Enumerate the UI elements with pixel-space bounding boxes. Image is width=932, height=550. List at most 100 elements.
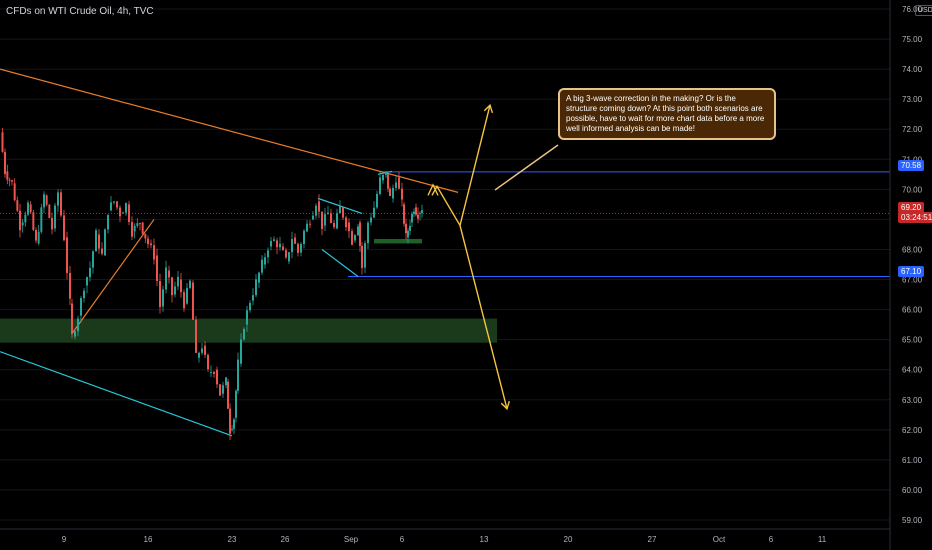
candle-body[interactable]	[333, 222, 335, 228]
candle-body[interactable]	[150, 243, 152, 246]
candle-body[interactable]	[147, 238, 149, 245]
candle-body[interactable]	[11, 180, 13, 182]
candle-body[interactable]	[222, 385, 224, 394]
candle-body[interactable]	[133, 225, 136, 232]
candle-body[interactable]	[385, 171, 387, 175]
candle-body[interactable]	[29, 204, 32, 213]
candle-body[interactable]	[294, 237, 296, 244]
candle-body[interactable]	[409, 225, 411, 231]
candle-body[interactable]	[407, 230, 409, 238]
candle-body[interactable]	[66, 237, 68, 273]
candle-body[interactable]	[89, 267, 91, 278]
candle-body[interactable]	[8, 179, 11, 181]
candle-body[interactable]	[411, 213, 413, 223]
candle-body[interactable]	[162, 289, 164, 307]
candle-body[interactable]	[183, 292, 185, 309]
candle-body[interactable]	[198, 352, 200, 358]
candle-body[interactable]	[315, 205, 317, 216]
candle-body[interactable]	[119, 207, 121, 217]
candle-body[interactable]	[219, 384, 221, 396]
candle-body[interactable]	[419, 213, 421, 215]
candle-body[interactable]	[104, 229, 106, 256]
symbol-label[interactable]: CFDs on WTI Crude Oil, 4h, TVC	[6, 6, 154, 17]
candle-body[interactable]	[233, 419, 235, 429]
candle-body[interactable]	[421, 210, 423, 214]
candle-body[interactable]	[336, 213, 338, 229]
candle-body[interactable]	[107, 214, 109, 230]
candle-body[interactable]	[348, 222, 350, 232]
candle-body[interactable]	[101, 248, 103, 254]
candle-body[interactable]	[40, 207, 43, 232]
candle-body[interactable]	[403, 204, 405, 224]
candle-body[interactable]	[321, 211, 323, 229]
candle-body[interactable]	[60, 192, 62, 216]
candle-body[interactable]	[389, 188, 391, 197]
candle-body[interactable]	[210, 372, 212, 374]
candle-body[interactable]	[261, 259, 263, 273]
candle-body[interactable]	[387, 174, 389, 189]
candle-body[interactable]	[98, 234, 100, 249]
candle-body[interactable]	[77, 318, 79, 332]
candle-body[interactable]	[225, 377, 227, 386]
candle-body[interactable]	[288, 252, 290, 262]
candle-body[interactable]	[144, 233, 147, 239]
candle-body[interactable]	[86, 277, 88, 286]
candle-body[interactable]	[113, 201, 115, 203]
candle-body[interactable]	[364, 243, 366, 268]
candle-body[interactable]	[392, 187, 394, 199]
candle-body[interactable]	[153, 245, 155, 260]
candle-body[interactable]	[306, 223, 308, 232]
candle-body[interactable]	[303, 230, 305, 244]
candle-body[interactable]	[339, 205, 341, 214]
candle-body[interactable]	[24, 214, 27, 223]
candle-body[interactable]	[71, 303, 73, 335]
candle-body[interactable]	[415, 207, 417, 215]
candle-body[interactable]	[122, 212, 124, 214]
candle-body[interactable]	[131, 222, 133, 237]
price-axis[interactable]: 59.00 60.00 61.00 62.00 63.00 64.00 65.00 66.00…	[902, 5, 923, 525]
candle-body[interactable]	[116, 201, 118, 208]
candle-body[interactable]	[312, 215, 314, 220]
candle-body[interactable]	[237, 359, 239, 391]
candle-body[interactable]	[417, 214, 419, 219]
candle-body[interactable]	[48, 204, 51, 218]
candle-body[interactable]	[128, 204, 130, 223]
candle-body[interactable]	[16, 200, 19, 211]
candle-body[interactable]	[285, 250, 287, 258]
candle-body[interactable]	[240, 339, 242, 364]
candle-body[interactable]	[213, 372, 215, 375]
candle-body[interactable]	[35, 229, 37, 241]
candle-body[interactable]	[264, 257, 266, 265]
candle-body[interactable]	[189, 280, 191, 288]
candle-body[interactable]	[342, 207, 344, 218]
candle-body[interactable]	[168, 270, 170, 278]
candle-body[interactable]	[139, 223, 141, 225]
candle-body[interactable]	[370, 217, 372, 223]
candle-body[interactable]	[174, 286, 176, 295]
candle-body[interactable]	[45, 195, 48, 205]
candle-body[interactable]	[351, 231, 353, 245]
candle-body[interactable]	[327, 212, 329, 215]
candle-body[interactable]	[246, 310, 248, 325]
candle-body[interactable]	[413, 211, 415, 214]
candle-body[interactable]	[21, 222, 24, 226]
time-axis[interactable]: 9 16 23 26 Sep 6 13 20 27 Oct 6 11	[62, 535, 827, 544]
candle-body[interactable]	[216, 369, 218, 385]
candle-body[interactable]	[141, 222, 144, 234]
candle-body[interactable]	[235, 390, 237, 418]
candle-body[interactable]	[192, 282, 194, 320]
candle-body[interactable]	[125, 203, 127, 213]
candle-body[interactable]	[156, 255, 158, 282]
candle-body[interactable]	[258, 272, 260, 283]
candle-body[interactable]	[249, 302, 251, 311]
candle-body[interactable]	[373, 207, 375, 218]
candle-body[interactable]	[379, 177, 381, 194]
candle-body[interactable]	[267, 250, 269, 258]
candle-body[interactable]	[291, 239, 293, 253]
candle-body[interactable]	[231, 428, 233, 430]
candle-body[interactable]	[227, 381, 229, 409]
candle-body[interactable]	[1, 132, 4, 152]
candle-body[interactable]	[27, 202, 29, 215]
candle-body[interactable]	[318, 201, 320, 212]
